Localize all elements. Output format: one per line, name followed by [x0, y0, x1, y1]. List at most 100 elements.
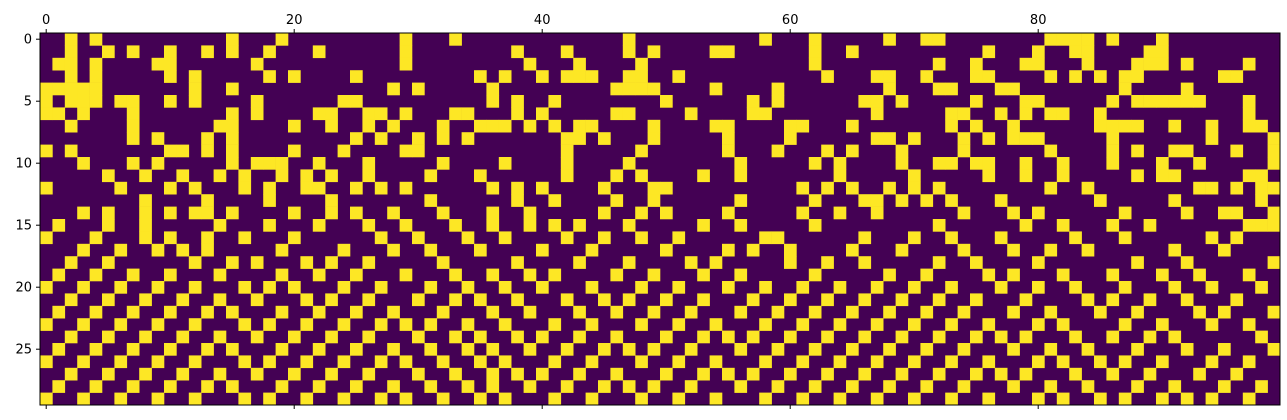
heatmap-cell [188, 355, 202, 369]
heatmap-cell [970, 157, 983, 170]
heatmap-cell [1255, 119, 1268, 133]
heatmap-cell [52, 219, 66, 232]
heatmap-cell [412, 144, 425, 158]
heatmap-cell [548, 95, 562, 108]
heatmap-cell [622, 82, 636, 96]
heatmap-cell [449, 330, 462, 344]
heatmap-cell [697, 367, 710, 381]
heatmap-cell [523, 380, 537, 393]
heatmap-cell [722, 206, 735, 220]
heatmap-cell [176, 330, 190, 344]
heatmap-cell [895, 157, 909, 170]
heatmap-cell [684, 107, 698, 121]
heatmap-cell [52, 268, 66, 282]
heatmap-cell [573, 132, 586, 145]
heatmap-cell [399, 107, 413, 121]
heatmap-cell [238, 281, 252, 294]
heatmap-cell [1007, 305, 1020, 319]
heatmap-cell [399, 318, 413, 331]
heatmap-cell [263, 281, 276, 294]
heatmap-cell [784, 119, 797, 133]
heatmap-cell [598, 343, 611, 356]
heatmap-cell [808, 305, 822, 319]
heatmap-cell [250, 293, 264, 307]
heatmap-cell [1069, 367, 1082, 381]
heatmap-cell [424, 318, 438, 331]
x-tick-label: 0 [42, 13, 50, 28]
heatmap-cell [945, 355, 958, 369]
heatmap-cell [40, 95, 53, 108]
heatmap-cell [560, 343, 574, 356]
heatmap-cell [1106, 293, 1120, 307]
heatmap-cell [1205, 132, 1219, 145]
heatmap-cell [226, 82, 239, 96]
heatmap-cell [945, 231, 958, 245]
heatmap-cell [263, 392, 276, 406]
heatmap-cell [870, 95, 884, 108]
heatmap-cell [1131, 57, 1144, 71]
heatmap-cell [114, 392, 128, 406]
heatmap-cell [883, 380, 896, 393]
heatmap-cell [412, 330, 425, 344]
heatmap-cell [821, 144, 834, 158]
heatmap-cell [585, 119, 599, 133]
heatmap-cell [151, 157, 165, 170]
y-tick-label: 0 [24, 33, 32, 48]
heatmap-cell [387, 380, 400, 393]
heatmap-cell [486, 181, 500, 195]
heatmap-cell [523, 268, 537, 282]
heatmap-cell [808, 343, 822, 356]
heatmap-cell [610, 367, 624, 381]
heatmap-cell [920, 343, 934, 356]
heatmap-cell [126, 343, 140, 356]
heatmap-cell [610, 305, 624, 319]
heatmap-cell [908, 281, 921, 294]
heatmap-cell [498, 355, 512, 369]
heatmap-cell [449, 107, 462, 121]
heatmap-cell [1032, 355, 1045, 369]
heatmap-cell [486, 82, 500, 96]
heatmap-cell [536, 281, 549, 294]
heatmap-cell [523, 206, 537, 220]
heatmap-cell [436, 132, 450, 145]
heatmap-cell [114, 95, 128, 108]
heatmap-cell [139, 194, 152, 207]
heatmap-cell [709, 355, 723, 369]
heatmap-cell [511, 107, 524, 121]
heatmap-cell [883, 181, 896, 195]
heatmap-cell [325, 367, 338, 381]
heatmap-cell [40, 181, 53, 195]
heatmap-cell [957, 243, 971, 257]
heatmap-cell [337, 281, 351, 294]
heatmap-cell [399, 33, 413, 46]
heatmap-cell [994, 281, 1008, 294]
heatmap-cell [1106, 157, 1120, 170]
heatmap-cell [957, 144, 971, 158]
heatmap-cell [796, 281, 810, 294]
heatmap-cell [1032, 392, 1045, 406]
heatmap-cell [449, 268, 462, 282]
heatmap-cell [746, 95, 760, 108]
heatmap-cell [226, 157, 239, 170]
heatmap-cell [288, 330, 301, 344]
heatmap-cell [1081, 343, 1095, 356]
heatmap-cell [1106, 367, 1120, 381]
heatmap-cell [1255, 181, 1268, 195]
heatmap-cell [461, 380, 475, 393]
heatmap-cell [1255, 281, 1268, 294]
heatmap-cell [1143, 219, 1157, 232]
heatmap-cell [808, 380, 822, 393]
heatmap-cell [932, 367, 946, 381]
heatmap-cell [833, 157, 847, 170]
heatmap-cell [1242, 107, 1256, 121]
heatmap-cell [610, 82, 624, 96]
heatmap-cell [982, 268, 996, 282]
heatmap-cell [1180, 392, 1194, 406]
heatmap-cell [436, 157, 450, 170]
heatmap-cell [1069, 33, 1082, 46]
heatmap-cell [908, 169, 921, 183]
heatmap-cell [263, 157, 276, 170]
heatmap-cell [1218, 70, 1231, 83]
heatmap-cell [771, 231, 785, 245]
